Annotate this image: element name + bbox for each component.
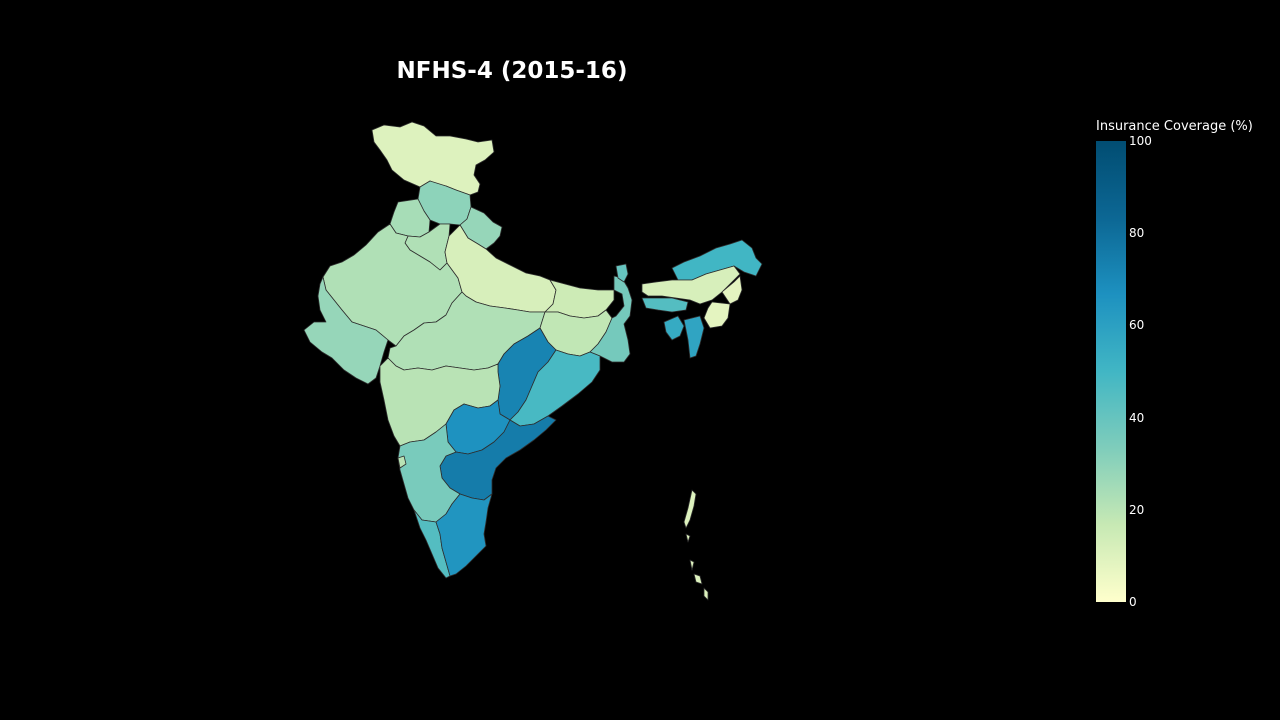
map-title: NFHS-4 (2015-16): [396, 58, 628, 84]
region-goa[interactable]: [397, 455, 407, 469]
colorbar-tick-label: 0: [1129, 595, 1137, 609]
region-mizoram[interactable]: [683, 315, 705, 359]
region-gujarat[interactable]: [303, 276, 389, 385]
region-west-bengal[interactable]: [589, 275, 633, 363]
region-meghalaya[interactable]: [641, 297, 689, 313]
region-karnataka[interactable]: [397, 423, 461, 523]
region-tripura[interactable]: [663, 315, 685, 341]
region-assam[interactable]: [641, 265, 741, 305]
colorbar-tick-label: 100: [1129, 134, 1152, 148]
colorbar-tick-label: 40: [1129, 410, 1145, 425]
region-manipur[interactable]: [703, 301, 731, 329]
region-tamil-nadu[interactable]: [435, 493, 493, 577]
colorbar-tick-label: 60: [1129, 318, 1145, 333]
colorbar: [1096, 141, 1126, 602]
region-andaman-nicobar[interactable]: [683, 489, 709, 601]
colorbar-tick-label: 80: [1129, 226, 1145, 241]
region-jammu-kashmir[interactable]: [371, 121, 495, 196]
region-sikkim[interactable]: [615, 263, 629, 283]
colorbar-tick-label: 20: [1129, 502, 1145, 517]
colorbar-title: Insurance Coverage (%): [1096, 119, 1253, 134]
